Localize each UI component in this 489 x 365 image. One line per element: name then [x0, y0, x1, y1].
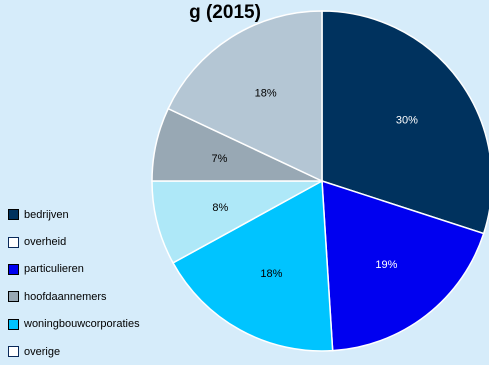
legend-item: overheid — [8, 228, 140, 255]
legend-label: overheid — [24, 236, 67, 249]
pie-slice-label: 19% — [375, 259, 397, 271]
pie-slice-label: 18% — [260, 268, 282, 280]
legend-swatch — [8, 209, 19, 221]
legend-label: woningbouwcorporaties — [24, 318, 140, 331]
pie-slices — [151, 10, 489, 352]
legend-swatch — [8, 291, 19, 303]
legend-label: particulieren — [24, 263, 84, 276]
legend-item: woningbouwcorporaties — [8, 311, 140, 338]
pie-slice-label: 18% — [255, 87, 277, 99]
legend-item: particulieren — [8, 256, 140, 283]
legend-item: overige — [8, 338, 140, 365]
chart-title: g (2015) — [189, 2, 261, 23]
legend-label: hoofdaannemers — [24, 290, 107, 303]
pie-slice-label: 7% — [212, 153, 228, 165]
legend-swatch — [8, 236, 19, 248]
pie-slice-woningbouwcorporaties — [172, 179, 334, 352]
pie-chart-svg: g (2015) 30% 19% 18% 8% 7% 18% — [151, 2, 489, 352]
pie-slice-labels: 30% 19% 18% 8% 7% 18% — [212, 87, 419, 280]
chart-legend: bedrijven overheid particulieren hoofdaa… — [8, 201, 140, 365]
legend-swatch — [8, 263, 19, 275]
pie-slice-label: 8% — [212, 202, 228, 214]
pie-slice-overheid — [167, 10, 323, 183]
legend-item: bedrijven — [8, 201, 140, 228]
legend-label: bedrijven — [24, 208, 69, 221]
pie-chart: g (2015) 30% 19% 18% 8% 7% 18% bedrijven over… — [8, 2, 489, 358]
pie-slice-particulieren — [321, 179, 485, 352]
legend-swatch — [8, 318, 19, 330]
pie-slice-label: 30% — [396, 114, 418, 126]
pie-slice-bedrijven — [321, 10, 489, 235]
legend-item: hoofdaannemers — [8, 283, 140, 310]
